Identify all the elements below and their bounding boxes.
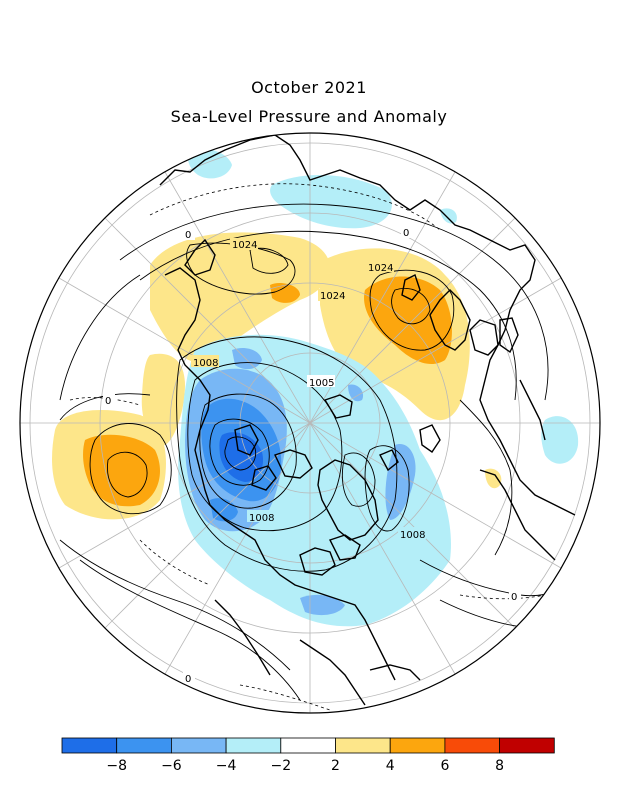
legend-swatches xyxy=(61,737,555,754)
contour-label: 1008 xyxy=(249,513,274,524)
contour-label: 1008 xyxy=(400,530,425,541)
graticule xyxy=(20,133,600,713)
contour-label: 0 xyxy=(105,396,111,407)
legend-tick-label: −2 xyxy=(270,758,291,774)
legend-swatch xyxy=(335,737,391,754)
map-boundary xyxy=(19,132,601,714)
contour-label: 1024 xyxy=(232,240,257,251)
legend-swatch xyxy=(61,737,118,754)
legend-tick-label: −8 xyxy=(106,758,127,774)
contour-label: 0 xyxy=(403,228,409,239)
map-subtitle: Sea-Level Pressure and Anomaly xyxy=(170,107,448,126)
legend-swatch xyxy=(499,737,555,754)
legend-tick-label: 6 xyxy=(440,758,449,774)
pressure-contours xyxy=(59,203,581,701)
negative-anomaly-extreme xyxy=(219,432,264,482)
legend-tick-label: 4 xyxy=(386,758,395,774)
legend-tick-label: 8 xyxy=(495,758,504,774)
coastlines xyxy=(159,134,576,706)
contour-labels: 0 1024 0 1024 1024 1008 1005 0 1008 1008… xyxy=(103,226,521,685)
zero-anomaly-contours xyxy=(69,183,546,711)
legend-swatch xyxy=(280,737,336,754)
legend-swatch xyxy=(389,737,446,754)
legend-ticks: −8 −6 −4 −2 2 4 6 8 xyxy=(106,758,504,774)
contour-label: 0 xyxy=(511,592,517,603)
contour-label: 1024 xyxy=(368,263,393,274)
legend-tick-label: −6 xyxy=(161,758,182,774)
contour-label: 1008 xyxy=(193,358,218,369)
legend-tick-label: −4 xyxy=(216,758,237,774)
contour-label: 0 xyxy=(185,230,191,241)
legend-swatch xyxy=(170,737,227,754)
map-title: October 2021 xyxy=(251,78,367,97)
contour-label: 1005 xyxy=(309,378,334,389)
legend-swatch xyxy=(116,737,172,754)
legend-tick-label: 2 xyxy=(331,758,340,774)
contour-label: 1024 xyxy=(320,291,345,302)
legend-swatch xyxy=(444,737,500,754)
contour-label: 0 xyxy=(185,674,191,685)
legend-swatch xyxy=(225,737,282,754)
